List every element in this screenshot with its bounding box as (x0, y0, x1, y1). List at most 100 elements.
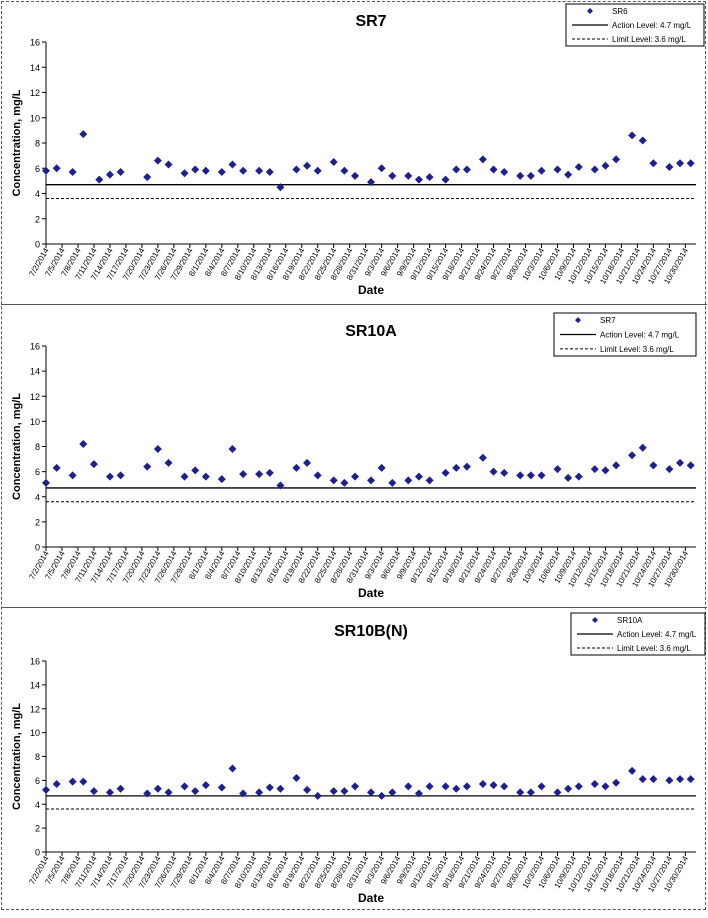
data-point (500, 782, 509, 791)
data-point (143, 462, 152, 471)
data-point (537, 782, 546, 791)
data-point (686, 461, 695, 470)
data-point (628, 451, 637, 460)
y-tick-label: 0 (35, 543, 40, 553)
data-point (590, 165, 599, 174)
data-point (180, 169, 189, 178)
y-tick-label: 10 (30, 728, 40, 738)
data-point (292, 773, 301, 782)
data-point (116, 471, 125, 480)
y-tick-label: 8 (35, 442, 40, 452)
data-point (191, 466, 200, 475)
data-point (329, 157, 338, 166)
chart-title: SR10A (345, 323, 397, 340)
data-point (180, 472, 189, 481)
data-point (686, 775, 695, 784)
data-point (649, 461, 658, 470)
data-point (313, 791, 322, 800)
data-point (441, 468, 450, 477)
data-point (164, 160, 173, 169)
data-point (276, 183, 285, 192)
data-point (388, 788, 397, 797)
data-point (265, 468, 274, 477)
data-point (612, 155, 621, 164)
data-point (255, 788, 264, 797)
data-point (665, 776, 674, 785)
data-point (228, 764, 237, 773)
data-point (143, 173, 152, 182)
data-point (516, 788, 525, 797)
y-tick-label: 6 (35, 164, 40, 174)
data-point (217, 168, 226, 177)
data-point (553, 465, 562, 474)
data-point (89, 460, 98, 469)
data-point (329, 787, 338, 796)
y-tick-label: 14 (30, 63, 40, 73)
y-tick-label: 16 (30, 657, 40, 667)
data-point (516, 171, 525, 180)
legend-label: SR7 (600, 316, 616, 325)
data-point (462, 782, 471, 791)
data-point (414, 175, 423, 184)
y-tick-label: 2 (35, 214, 40, 224)
data-point (367, 476, 375, 485)
data-point (478, 779, 487, 788)
y-tick-label: 0 (35, 848, 40, 858)
data-point (404, 476, 413, 485)
data-point (574, 162, 583, 171)
data-point (340, 787, 349, 796)
x-axis-label: Date (358, 586, 384, 600)
data-point (441, 175, 450, 184)
chart-panel-1: SR7 Concentration, mg/L Date 0 2 4 6 8 10 12 14 16 7… (1, 0, 707, 304)
data-point (489, 781, 498, 790)
y-axis-label: Concentration, mg/L (11, 393, 23, 500)
y-tick-label: 8 (35, 752, 40, 762)
legend-label: Limit Level: 3.6 mg/L (600, 345, 674, 354)
data-point (367, 178, 375, 187)
data-point (452, 784, 461, 793)
data-point (425, 173, 434, 182)
legend-label: Action Level: 4.7 mg/L (617, 630, 697, 639)
data-point (686, 159, 695, 168)
data-point (601, 466, 610, 475)
data-point (239, 166, 248, 175)
y-tick-label: 16 (30, 342, 40, 352)
chart-sr10a: SR10A Concentration, mg/L Date 0 2 4 6 8 10 12 14 1… (11, 312, 697, 600)
data-point (217, 475, 226, 484)
legend-label: Action Level: 4.7 mg/L (612, 21, 692, 30)
data-point (68, 777, 77, 786)
data-point (489, 467, 498, 476)
data-point (217, 783, 226, 792)
data-point (612, 778, 621, 787)
y-tick-label: 4 (35, 189, 40, 199)
data-point (628, 131, 637, 140)
y-tick-label: 14 (30, 367, 40, 377)
data-point (574, 782, 583, 791)
y-tick-label: 6 (35, 467, 40, 477)
chart-panel-3: SR10B(N) Concentration, mg/L Date 0 2 4 6 8 10 12… (1, 607, 707, 912)
data-point (425, 476, 434, 485)
data-point (255, 166, 264, 175)
data-point (665, 465, 674, 474)
data-point (676, 775, 685, 784)
y-tick-label: 12 (30, 392, 40, 402)
data-point (404, 782, 413, 791)
data-point (526, 471, 535, 480)
legend-label: Limit Level: 3.6 mg/L (617, 644, 691, 653)
legend-label: Limit Level: 3.6 mg/L (612, 35, 686, 44)
data-point (452, 165, 461, 174)
data-point (89, 787, 98, 796)
data-point (340, 166, 349, 175)
data-point (638, 443, 647, 452)
data-point (612, 461, 621, 470)
y-tick-label: 10 (30, 113, 40, 123)
data-point (425, 782, 434, 791)
data-point (265, 783, 274, 792)
y-tick-label: 10 (30, 417, 40, 427)
data-point (79, 130, 88, 139)
x-axis-label: Date (358, 891, 384, 905)
data-point (164, 788, 173, 797)
data-point (574, 472, 583, 481)
chart-panel-2: SR10A Concentration, mg/L Date 0 2 4 6 8 10 12 14 1… (1, 304, 707, 607)
